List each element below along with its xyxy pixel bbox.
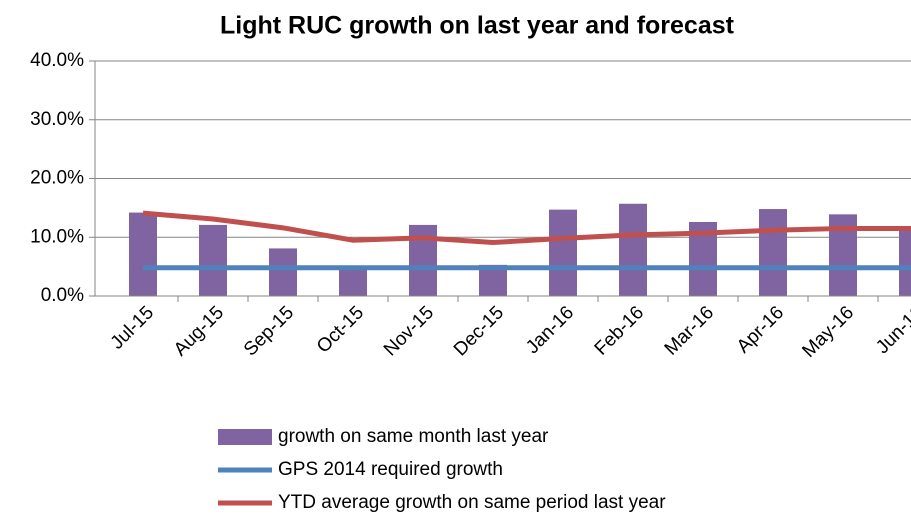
y-tick-label: 40.0% — [30, 50, 84, 71]
chart-title: Light RUC growth on last year and foreca… — [220, 12, 735, 40]
bar — [339, 266, 367, 296]
bar — [899, 226, 911, 296]
bar — [759, 209, 787, 296]
bar — [549, 209, 577, 296]
x-tick-label: Apr-16 — [733, 302, 788, 357]
x-tick-label: Jan-16 — [522, 302, 578, 358]
bar — [269, 248, 297, 296]
legend-label: growth on same month last year — [278, 426, 549, 447]
x-tick-label: May-16 — [798, 302, 858, 362]
line — [142, 210, 911, 246]
x-tick-label: Mar-16 — [661, 302, 718, 359]
x-tick-label: Feb-16 — [591, 302, 648, 359]
bar — [129, 212, 157, 296]
x-tick-label: Jul-15 — [107, 302, 158, 353]
y-tick-label: 20.0% — [30, 168, 84, 189]
legend-marker — [218, 429, 272, 445]
legend-label: YTD average growth on same period last y… — [278, 492, 666, 513]
bar — [619, 203, 647, 296]
y-tick-label: 10.0% — [30, 226, 84, 247]
y-tick-label: 0.0% — [41, 285, 84, 306]
x-tick-label: Dec-15 — [450, 302, 508, 360]
y-tick-label: 30.0% — [30, 109, 84, 130]
bar — [199, 224, 227, 296]
x-tick-label: Jun-16 — [872, 302, 911, 358]
x-tick-label: Nov-15 — [380, 302, 438, 360]
x-tick-label: Sep-15 — [240, 302, 298, 360]
legend-label: GPS 2014 required growth — [278, 459, 503, 480]
x-tick-label: Oct-15 — [313, 302, 368, 357]
x-tick-label: Aug-15 — [170, 302, 228, 360]
